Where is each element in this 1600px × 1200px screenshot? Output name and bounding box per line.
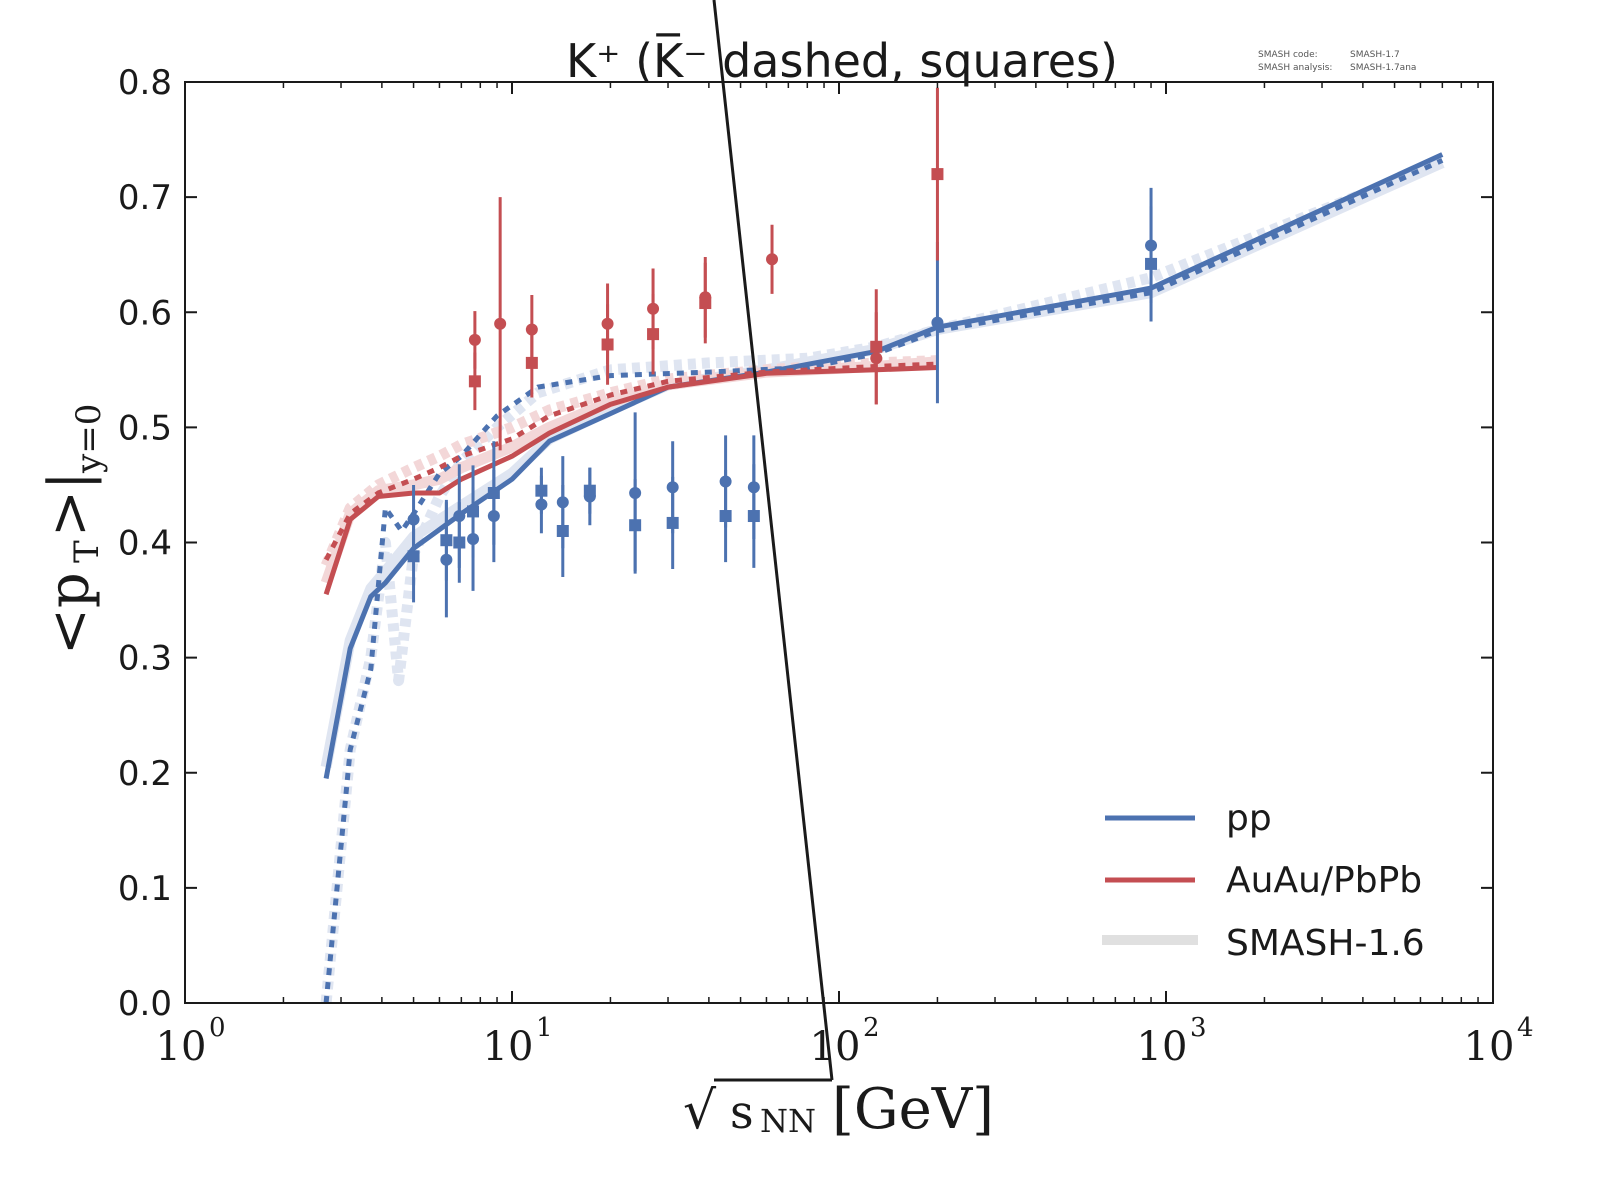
point-set-auau-k-data — [468, 87, 944, 411]
x-tick-label: 10 — [483, 1024, 534, 1070]
point-set-pp-k-data — [407, 206, 1158, 603]
y-axis: 0.0 0.1 0.2 0.3 0.4 0.5 0.6 0.7 0.8 — [118, 63, 1493, 1024]
data-point-square — [666, 516, 679, 529]
y-axis-label-open: <p — [37, 572, 102, 655]
data-point-square — [1145, 257, 1158, 270]
data-point-square — [453, 536, 466, 549]
x-tick-label: 10 — [810, 1024, 861, 1070]
chart-title: K⁺ (K̅⁻ dashed, squares) — [566, 33, 1118, 88]
data-point-square — [525, 356, 538, 369]
x-tick-label-exponent: 3 — [1190, 1013, 1207, 1043]
data-point-circle — [766, 253, 779, 266]
y-tick-label: 0.5 — [118, 408, 172, 448]
data-point-square — [647, 328, 660, 341]
legend-entry-pp: pp — [1105, 798, 1272, 839]
y-axis-label-sub: T — [67, 540, 107, 563]
x-tick-label: 10 — [1137, 1024, 1188, 1070]
data-point-square — [870, 340, 883, 353]
meta-code-label: SMASH code: — [1258, 50, 1318, 60]
data-point-square — [440, 534, 453, 547]
data-point-square — [467, 505, 480, 518]
x-axis-label-sqrt: √ — [683, 1081, 717, 1141]
series-layer — [320, 152, 1445, 1003]
x-axis: 10 0 10 1 10 2 10 3 10 4 — [156, 82, 1534, 1070]
y-tick-label: 0.0 — [118, 984, 172, 1024]
smash-version-info: SMASH code: SMASH-1.7 SMASH analysis: SM… — [1258, 50, 1416, 73]
x-axis-label-var: s — [730, 1085, 754, 1139]
data-point-square — [407, 550, 420, 563]
data-point-square — [556, 524, 569, 537]
data-point-square — [719, 510, 732, 523]
data-point-circle — [931, 316, 944, 329]
legend: pp AuAu/PbPb SMASH-1.6 — [1102, 798, 1425, 964]
series-line-auau-k-smash-1-7 — [323, 365, 938, 596]
meta-code-value: SMASH-1.7 — [1350, 50, 1400, 60]
y-tick-label: 0.1 — [118, 869, 172, 909]
meta-analysis-label: SMASH analysis: — [1258, 63, 1332, 73]
y-axis-label: <p T >| y=0 — [37, 404, 109, 655]
data-point-square — [629, 519, 642, 532]
x-tick-label: 10 — [156, 1024, 207, 1070]
legend-label-pp: pp — [1226, 798, 1272, 839]
y-tick-label: 0.4 — [118, 524, 172, 564]
series-line-auau-k-smash-1-6 — [320, 356, 938, 585]
series-line-auau-k-smash-1-7 — [323, 361, 938, 561]
y-tick-label: 0.8 — [118, 63, 172, 103]
y-axis-label-cond: y=0 — [69, 404, 109, 474]
point-set-auau-k-data — [468, 197, 883, 451]
data-point-square — [468, 375, 481, 388]
data-point-circle — [468, 333, 481, 346]
data-point-square — [747, 510, 760, 523]
x-tick-label-exponent: 1 — [536, 1013, 553, 1043]
x-axis-label-overline — [712, 0, 834, 1081]
data-point-square — [601, 338, 614, 351]
x-axis-label-unit: [GeV] — [832, 1077, 994, 1142]
legend-entry-auau: AuAu/PbPb — [1105, 860, 1422, 901]
data-point-square — [699, 297, 712, 310]
legend-label-auau: AuAu/PbPb — [1226, 860, 1422, 901]
x-tick-label-exponent: 2 — [863, 1013, 880, 1043]
y-tick-label: 0.2 — [118, 754, 172, 794]
x-tick-label: 10 — [1464, 1024, 1515, 1070]
data-point-square — [535, 484, 548, 497]
legend-entry-smash16: SMASH-1.6 — [1102, 923, 1425, 964]
x-axis-label-sub: NN — [760, 1102, 816, 1140]
x-axis-label: √ s NN [GeV] — [683, 0, 994, 1142]
data-point-square — [931, 168, 944, 181]
y-axis-label-close: >| — [37, 471, 102, 537]
data-points-layer — [407, 87, 1158, 618]
series-line-pp-k-smash-1-7 — [323, 158, 1444, 1003]
y-tick-label: 0.3 — [118, 639, 172, 679]
series-line-pp-k-smash-1-7 — [323, 152, 1444, 779]
y-tick-label: 0.6 — [118, 293, 172, 333]
x-tick-label-exponent: 4 — [1517, 1013, 1534, 1043]
data-point-circle — [494, 317, 507, 330]
data-point-square — [583, 484, 596, 497]
legend-label-smash16: SMASH-1.6 — [1226, 923, 1425, 964]
x-tick-label-exponent: 0 — [209, 1013, 226, 1043]
data-point-square — [487, 486, 500, 499]
y-tick-label: 0.7 — [118, 178, 172, 218]
meta-analysis-value: SMASH-1.7ana — [1350, 63, 1416, 73]
